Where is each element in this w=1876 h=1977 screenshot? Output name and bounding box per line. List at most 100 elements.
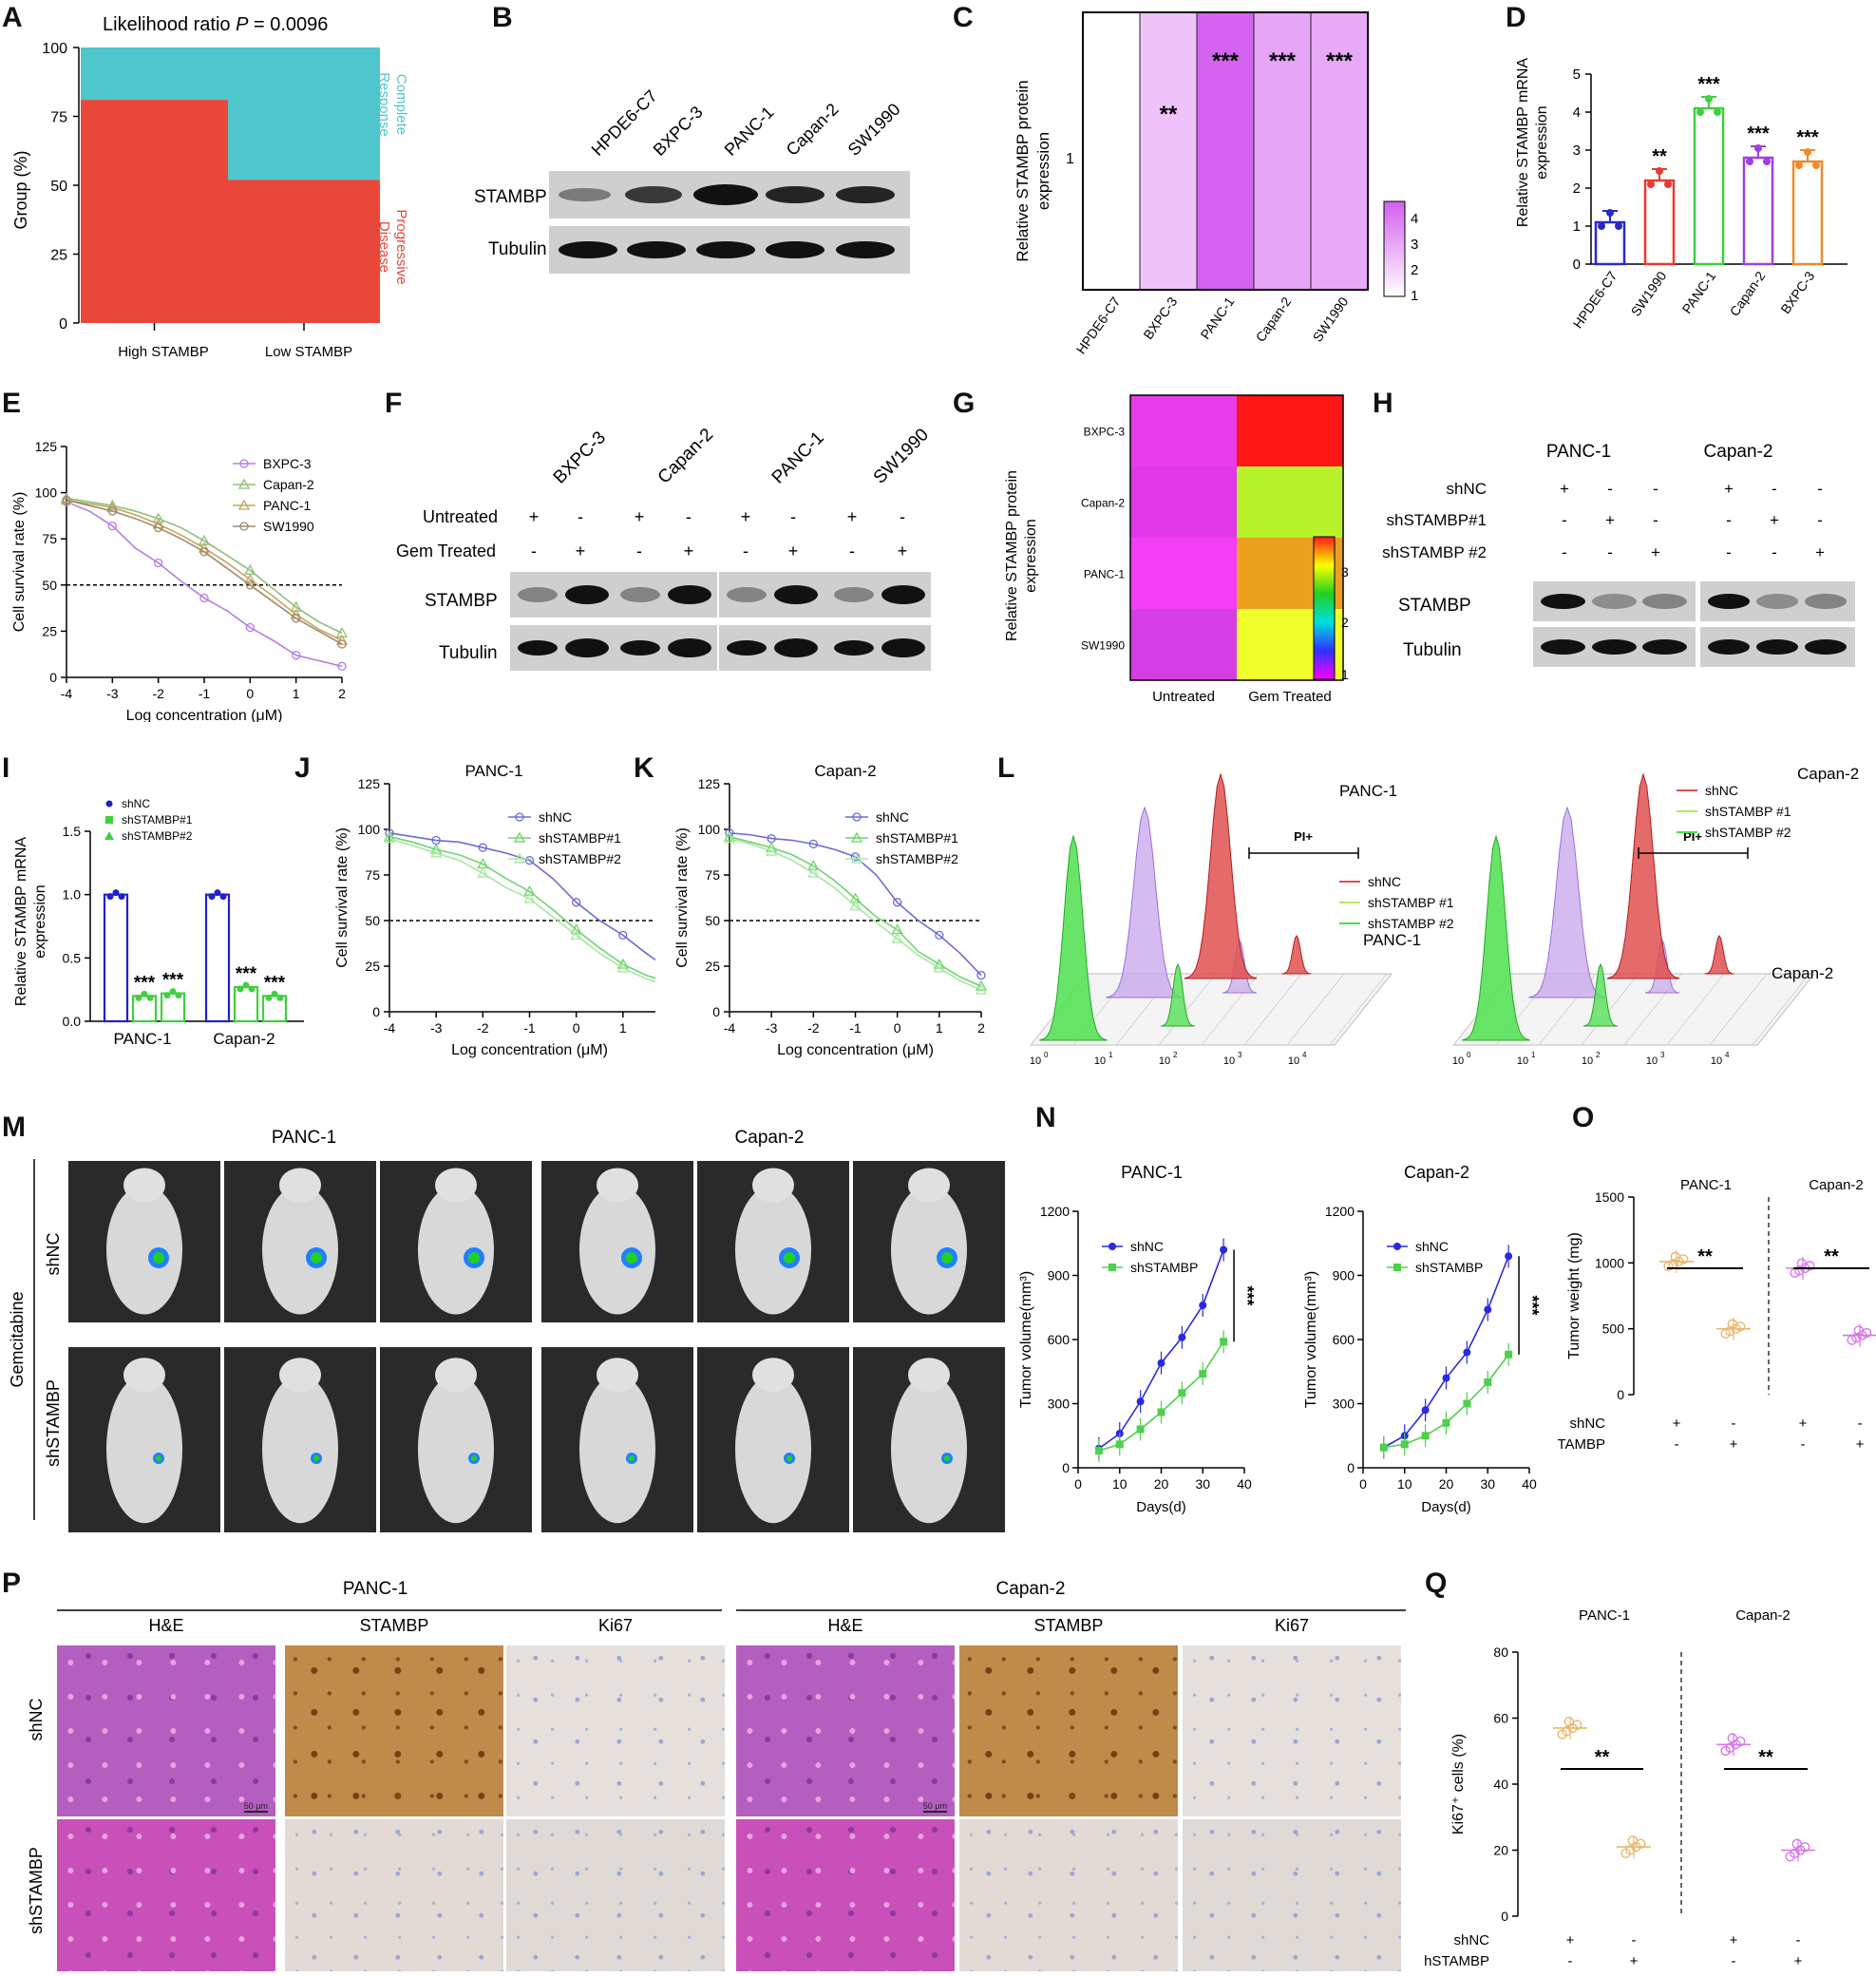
- panel-n-point: [1505, 1350, 1513, 1359]
- panel-b-tubulin-blot: [549, 226, 910, 274]
- panel-c-xtick: BXPC-3: [1140, 294, 1180, 342]
- panel-n-xlabel: Days(d): [1421, 1499, 1471, 1515]
- panel-n-point: [1115, 1440, 1124, 1449]
- panel-k-xtick: -2: [807, 1020, 820, 1036]
- panel-k-xtick: 0: [894, 1020, 901, 1036]
- panel-c-significance: ***: [1326, 48, 1354, 74]
- panel-h-sign: -: [1726, 543, 1732, 561]
- panel-m-mouse-shnc: [541, 1161, 693, 1322]
- panel-n-ytick: 1200: [1040, 1204, 1070, 1219]
- panel-j-point: [383, 832, 396, 844]
- panel-m-mouse-shstambp: [68, 1347, 220, 1532]
- panel-l-hist-shnc: [1184, 772, 1257, 979]
- panel-n-xtick: 0: [1074, 1476, 1082, 1492]
- panel-j-legend-label: shSTAMBP#2: [539, 851, 621, 866]
- panel-f-sign: -: [790, 507, 796, 526]
- panel-p-micrograph-shnc: 50 μm: [736, 1645, 955, 1816]
- panel-n-ytick: 600: [1048, 1332, 1071, 1347]
- panel-b-lane-3: PANC-1: [721, 103, 778, 160]
- panel-k-point: [849, 900, 862, 911]
- panel-n-xtick: 40: [1522, 1476, 1537, 1492]
- panel-f-sign: -: [849, 542, 855, 561]
- panel-l-xtick: 10: [1094, 1055, 1106, 1067]
- panel-n-point: [1463, 1399, 1471, 1408]
- panel-c-significance: **: [1160, 102, 1178, 127]
- panel-m-mouse-shstambp: [853, 1347, 1005, 1532]
- panel-letter-n: N: [1035, 1102, 1056, 1133]
- panel-n-point: [1136, 1397, 1145, 1406]
- panel-m-mouse-shstambp: [697, 1347, 849, 1532]
- panel-f-sign: -: [900, 507, 905, 526]
- panel-a-bar-progressive: [228, 180, 380, 323]
- panel-e-ytick: 25: [42, 623, 57, 638]
- panel-k-xtick: -3: [766, 1020, 778, 1036]
- panel-f-stambp-blot: [719, 572, 826, 618]
- panel-g-cell: [1130, 538, 1237, 609]
- panel-d-xtick: SW1990: [1628, 268, 1670, 318]
- panel-h-sign: -: [1772, 543, 1777, 561]
- panel-g-ylabel: Relative STAMBP protein expression: [1004, 470, 1039, 641]
- panel-b-row-tubulin: Tubulin: [488, 239, 547, 259]
- panel-h-sh2: shSTAMBP #2: [1382, 543, 1487, 561]
- panel-i-legend-label: shSTAMBP#1: [122, 813, 193, 827]
- panel-j-xtick: 1: [619, 1020, 627, 1036]
- panel-o-sign: -: [1732, 1416, 1736, 1432]
- panel-o-sign: +: [1730, 1436, 1738, 1453]
- panel-n-legend-label: shNC: [1415, 1239, 1449, 1254]
- panel-a-bar-complete: [228, 48, 380, 181]
- panel-n-xtick: 20: [1154, 1476, 1169, 1492]
- panel-g-row-label: BXPC-3: [1084, 426, 1126, 439]
- panel-d-xtick: PANC-1: [1678, 268, 1718, 316]
- panel-l-xtick-exp: 0: [1044, 1051, 1049, 1059]
- panel-j-series-line: [388, 832, 655, 961]
- panel-letter-p: P: [2, 1568, 22, 1599]
- panel-e-ytick: 75: [42, 531, 57, 546]
- panel-k-point: [850, 852, 861, 862]
- panel-k-point: [891, 932, 903, 943]
- panel-j-xlabel: Log concentration (μM): [451, 1042, 608, 1058]
- panel-a-ytick: 25: [50, 248, 67, 264]
- panel-d-bar: [1693, 106, 1725, 266]
- panel-p-labels: PANC-1 Capan-2 H&E STAMBP Ki67 H&E STAMBP Ki6…: [27, 1579, 1406, 1934]
- panel-o-ytick: 500: [1602, 1321, 1625, 1337]
- panel-l-hist-shstambp2: [1462, 834, 1530, 1041]
- panel-i-ytick: 0.0: [63, 1014, 82, 1029]
- panel-h-sign: -: [1653, 511, 1658, 529]
- panel-n-ytick: 300: [1048, 1397, 1071, 1412]
- panel-l-xtick: 10: [1452, 1055, 1464, 1067]
- panel-g-cell: [1130, 466, 1237, 538]
- panel-letter-d: D: [1506, 2, 1526, 33]
- panel-p-scalebar: 50 μm: [922, 1801, 947, 1813]
- panel-j-point: [616, 961, 629, 973]
- panel-l-gate-label: PI+: [1294, 829, 1313, 844]
- panel-k-dose-curve: 0 25 50 75 100 125 -4 -3 -2 -1 0 1 2 Capan-2 Cell surv…: [674, 762, 988, 1058]
- panel-e-legend-label: BXPC-3: [263, 456, 312, 471]
- panel-l-legend-label: shSTAMBP #2: [1705, 825, 1791, 840]
- panel-h-sign: -: [1817, 480, 1823, 498]
- panel-l-legend-label: shSTAMBP #1: [1705, 804, 1791, 819]
- panel-f-tubulin-blot: [613, 625, 717, 671]
- panel-q-sign: +: [1566, 1932, 1575, 1948]
- panel-o-point: [1725, 1325, 1735, 1337]
- panel-p-group-panc1: PANC-1: [343, 1579, 407, 1599]
- panel-p-stain-label: Ki67: [598, 1616, 633, 1635]
- panel-e-point: [245, 580, 255, 590]
- panel-e-point: [335, 634, 349, 645]
- panel-m-mouse-shnc: [380, 1161, 532, 1322]
- panel-j-legend-label: shSTAMBP#1: [539, 830, 621, 846]
- panel-d-xtick: Capan-2: [1727, 268, 1769, 318]
- panel-i-bar-chart: 0.0 0.5 1.0 1.5 Relative STAMBP mRNA expressi…: [13, 797, 304, 1048]
- panel-o-row-label: shSTAMBP: [1558, 1436, 1605, 1453]
- panel-k-xtick: 1: [936, 1020, 943, 1036]
- panel-n-ytick: 0: [1062, 1460, 1070, 1475]
- panel-n-significance: ***: [1238, 1285, 1257, 1305]
- panel-f-sign: +: [741, 507, 751, 526]
- panel-q-ytick: 60: [1493, 1711, 1508, 1726]
- panel-h-stambp-blot: [1700, 581, 1855, 621]
- panel-f-group-2: Capan-2: [654, 425, 717, 487]
- panel-e-point: [199, 547, 209, 557]
- panel-l-title: Capan-2: [1797, 765, 1859, 783]
- panel-j-xtick: -1: [523, 1020, 536, 1036]
- panel-f-sign: -: [686, 507, 692, 526]
